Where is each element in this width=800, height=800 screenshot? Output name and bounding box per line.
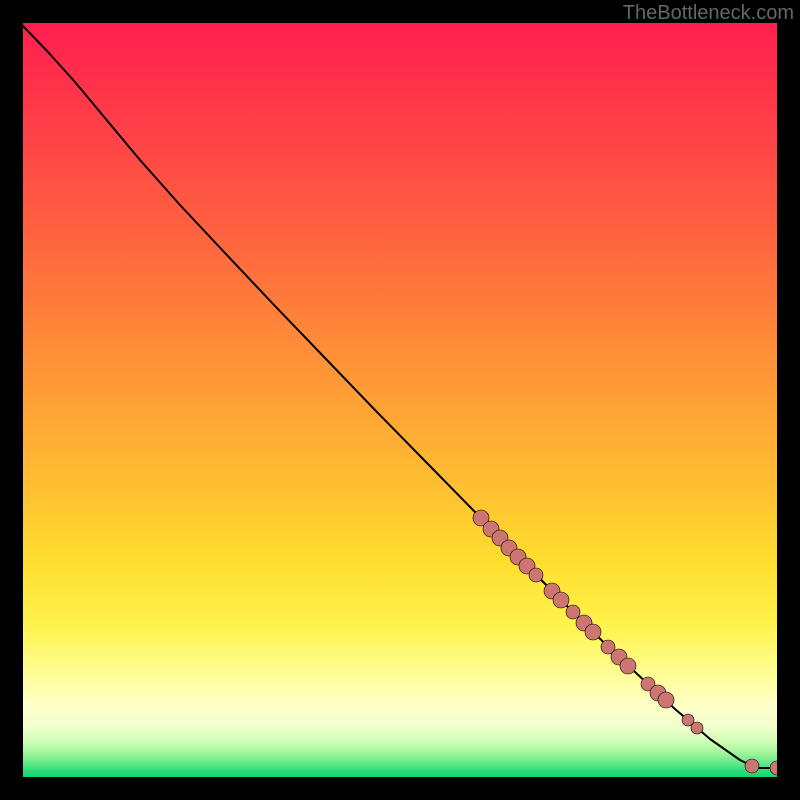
chart-overlay xyxy=(23,23,777,777)
plot-area xyxy=(23,23,777,777)
scatter-point xyxy=(529,568,543,582)
scatter-point xyxy=(620,658,636,674)
scatter-point xyxy=(566,605,580,619)
scatter-points xyxy=(473,510,777,775)
scatter-point xyxy=(553,592,569,608)
scatter-point xyxy=(770,761,777,775)
curve-line xyxy=(23,26,777,768)
scatter-point xyxy=(745,759,759,773)
scatter-point xyxy=(585,624,601,640)
scatter-point xyxy=(691,722,703,734)
chart-canvas: TheBottleneck.com xyxy=(0,0,800,800)
scatter-point xyxy=(658,692,674,708)
watermark-text: TheBottleneck.com xyxy=(623,2,794,25)
